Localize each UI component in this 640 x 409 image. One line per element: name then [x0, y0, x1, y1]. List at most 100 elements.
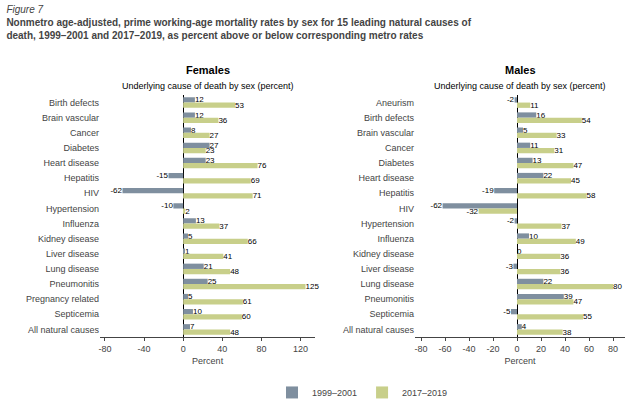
svg-text:Males: Males [505, 64, 536, 76]
svg-text:13: 13 [196, 216, 205, 225]
svg-text:5: 5 [523, 126, 528, 135]
svg-text:Hypertension: Hypertension [46, 204, 99, 214]
svg-text:36: 36 [560, 267, 569, 276]
svg-text:71: 71 [253, 191, 262, 200]
svg-text:-20: -20 [486, 344, 499, 354]
svg-text:5: 5 [188, 292, 193, 301]
svg-text:Liver disease: Liver disease [46, 249, 99, 259]
svg-text:36: 36 [218, 116, 227, 125]
svg-text:2: 2 [185, 207, 190, 216]
svg-text:40: 40 [217, 344, 227, 354]
svg-text:-40: -40 [462, 344, 475, 354]
svg-text:27: 27 [210, 141, 219, 150]
svg-text:22: 22 [543, 277, 552, 286]
svg-text:1999–2001: 1999–2001 [312, 388, 357, 398]
svg-text:Lung disease: Lung disease [360, 279, 414, 289]
svg-text:125: 125 [305, 282, 319, 291]
svg-text:120: 120 [293, 344, 308, 354]
svg-text:61: 61 [243, 297, 252, 306]
svg-text:Diabetes: Diabetes [63, 143, 99, 153]
svg-text:12: 12 [195, 111, 204, 120]
svg-text:25: 25 [208, 277, 217, 286]
svg-text:Lung disease: Lung disease [45, 264, 99, 274]
svg-text:-3: -3 [506, 262, 514, 271]
svg-text:8: 8 [191, 126, 196, 135]
svg-text:60: 60 [584, 344, 594, 354]
svg-text:-15: -15 [156, 171, 168, 180]
svg-text:53: 53 [235, 101, 244, 110]
svg-text:Pneumonitis: Pneumonitis [49, 279, 99, 289]
svg-text:-80: -80 [414, 344, 427, 354]
svg-text:Cancer: Cancer [70, 128, 99, 138]
svg-text:5: 5 [188, 232, 193, 241]
svg-text:21: 21 [204, 262, 213, 271]
svg-text:36: 36 [560, 252, 569, 261]
svg-text:-62: -62 [110, 186, 122, 195]
svg-text:10: 10 [193, 307, 202, 316]
svg-text:45: 45 [571, 176, 580, 185]
svg-text:0: 0 [517, 247, 522, 256]
svg-text:38: 38 [563, 328, 572, 337]
svg-text:80: 80 [608, 344, 618, 354]
svg-text:-2: -2 [507, 216, 515, 225]
svg-text:Hepatitis: Hepatitis [64, 173, 100, 183]
svg-text:-32: -32 [466, 207, 478, 216]
svg-text:12: 12 [195, 95, 204, 104]
svg-text:-5: -5 [503, 307, 511, 316]
svg-text:Influenza: Influenza [62, 219, 99, 229]
svg-text:Cancer: Cancer [385, 143, 414, 153]
svg-text:Pneumonitis: Pneumonitis [364, 294, 414, 304]
svg-text:All natural causes: All natural causes [28, 325, 100, 335]
svg-text:Percent: Percent [192, 356, 224, 366]
svg-text:Underlying cause of death by s: Underlying cause of death by sex (percen… [122, 81, 294, 91]
svg-text:13: 13 [533, 156, 542, 165]
svg-text:1: 1 [185, 247, 190, 256]
svg-text:HIV: HIV [84, 188, 99, 198]
svg-text:-10: -10 [161, 201, 173, 210]
svg-text:37: 37 [561, 222, 570, 231]
svg-text:47: 47 [573, 161, 582, 170]
svg-text:40: 40 [560, 344, 570, 354]
svg-text:Diabetes: Diabetes [378, 158, 414, 168]
svg-text:16: 16 [536, 111, 545, 120]
svg-text:Heart disease: Heart disease [358, 173, 414, 183]
svg-text:Influenza: Influenza [377, 234, 414, 244]
svg-text:0: 0 [181, 344, 186, 354]
svg-text:Pregnancy related: Pregnancy related [26, 294, 99, 304]
svg-text:41: 41 [223, 252, 232, 261]
svg-text:-60: -60 [438, 344, 451, 354]
svg-text:Aneurism: Aneurism [376, 98, 414, 108]
svg-text:80: 80 [256, 344, 266, 354]
svg-text:11: 11 [530, 101, 539, 110]
svg-text:Liver disease: Liver disease [361, 264, 414, 274]
svg-text:76: 76 [258, 161, 267, 170]
svg-text:Kidney disease: Kidney disease [353, 249, 414, 259]
svg-text:Females: Females [186, 64, 230, 76]
svg-text:55: 55 [583, 312, 592, 321]
svg-text:-80: -80 [98, 344, 111, 354]
svg-text:7: 7 [190, 322, 195, 331]
svg-text:Birth defects: Birth defects [49, 98, 100, 108]
svg-text:-40: -40 [138, 344, 151, 354]
svg-text:39: 39 [564, 292, 573, 301]
svg-text:60: 60 [242, 312, 251, 321]
svg-text:-19: -19 [482, 186, 494, 195]
svg-text:22: 22 [543, 171, 552, 180]
svg-text:20: 20 [536, 344, 546, 354]
svg-text:Heart disease: Heart disease [43, 158, 99, 168]
svg-text:80: 80 [613, 282, 622, 291]
svg-text:10: 10 [529, 232, 538, 241]
svg-text:31: 31 [554, 146, 563, 155]
svg-text:Kidney disease: Kidney disease [38, 234, 99, 244]
svg-text:Brain vascular: Brain vascular [42, 113, 99, 123]
svg-text:-2: -2 [507, 95, 515, 104]
svg-text:Underlying cause of death by s: Underlying cause of death by sex (percen… [434, 81, 606, 91]
svg-text:37: 37 [219, 222, 228, 231]
svg-text:4: 4 [522, 322, 527, 331]
svg-text:HIV: HIV [399, 204, 414, 214]
svg-text:48: 48 [230, 328, 239, 337]
svg-text:Hypertension: Hypertension [361, 219, 414, 229]
svg-text:Percent: Percent [504, 356, 536, 366]
svg-text:Septicemia: Septicemia [369, 309, 414, 319]
svg-text:Hepatitis: Hepatitis [379, 188, 415, 198]
